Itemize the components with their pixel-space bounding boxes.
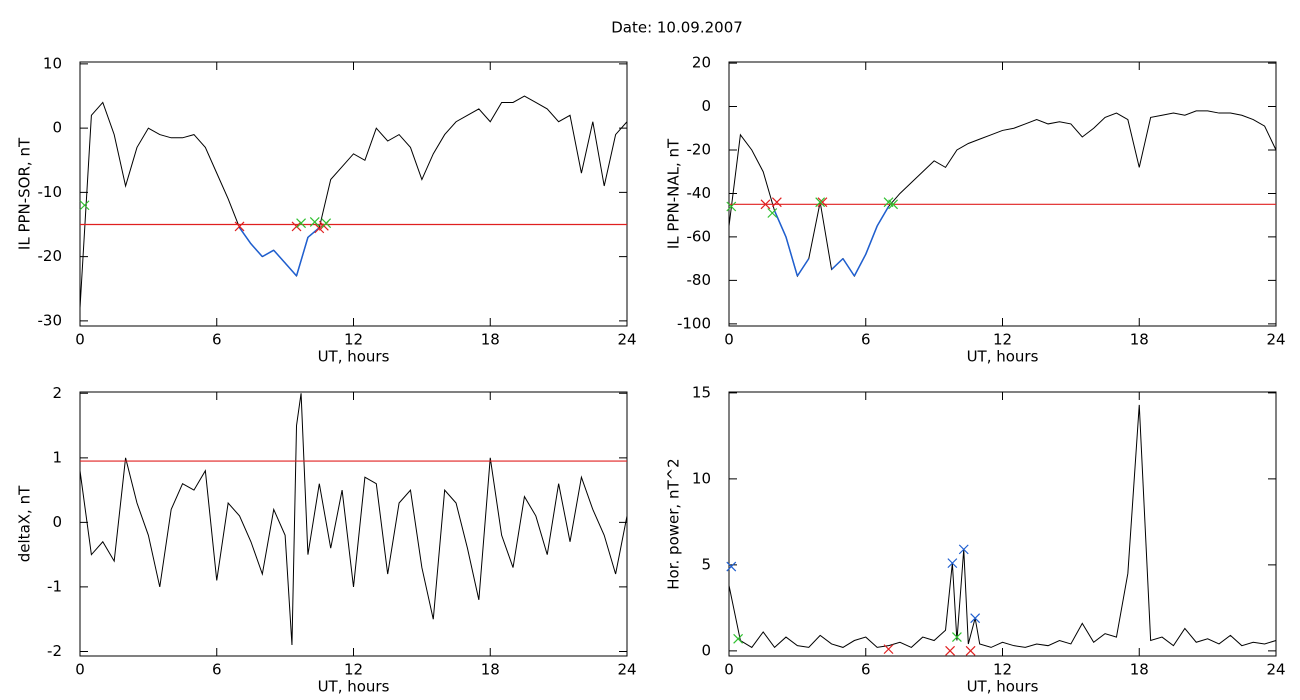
y-axis-label: IL PPN-NAL, nT [665, 138, 683, 249]
marker [726, 201, 737, 212]
highlight-segment [261, 249, 275, 258]
highlight-segment [238, 227, 252, 245]
marker [958, 544, 969, 555]
plot-frame [728, 61, 1277, 327]
y-tick-label: -20 [38, 247, 63, 265]
highlight-segment [773, 210, 787, 238]
highlight-segment [842, 258, 855, 277]
highlight-segment [284, 262, 298, 277]
x-tick-label: 24 [617, 661, 636, 679]
marker [234, 221, 245, 232]
marker [815, 197, 826, 208]
y-tick-label: 5 [701, 555, 711, 573]
y-tick-label: 0 [701, 641, 711, 659]
x-tick-label: 24 [617, 331, 636, 349]
marker [321, 218, 332, 229]
x-axis-label: UT, hours [318, 678, 390, 696]
highlight-segment [250, 243, 263, 258]
marker [733, 633, 744, 644]
y-tick-label: 10 [43, 54, 62, 72]
x-tick-label: 24 [1266, 661, 1285, 679]
marker [291, 221, 302, 232]
x-tick-label: 0 [75, 331, 85, 349]
x-tick-label: 0 [724, 331, 734, 349]
y-tick-label: 1 [52, 448, 62, 466]
highlight-segment [295, 237, 309, 277]
plot-frame [79, 391, 628, 657]
marker [970, 613, 981, 624]
x-tick-label: 18 [1130, 331, 1149, 349]
y-tick-label: -20 [687, 141, 712, 159]
marker [296, 218, 307, 229]
figure-title: Date: 10.09.2007 [611, 19, 743, 37]
marker [883, 644, 894, 655]
x-axis-label: UT, hours [318, 348, 390, 366]
y-tick-label: -40 [687, 184, 712, 202]
x-axis-label: UT, hours [967, 348, 1039, 366]
y-tick-label: 15 [692, 383, 711, 401]
x-tick-label: 18 [481, 331, 500, 349]
x-tick-label: 12 [344, 661, 363, 679]
y-tick-label: 2 [52, 384, 62, 402]
marker [965, 645, 976, 656]
data-line [79, 95, 628, 309]
highlight-segment [796, 258, 810, 277]
y-tick-label: 20 [692, 54, 711, 72]
x-tick-label: 0 [75, 661, 85, 679]
highlight-segment [876, 206, 890, 227]
y-axis-label: IL PPN-SOR, nT [16, 137, 34, 250]
y-tick-label: -10 [38, 183, 63, 201]
x-tick-label: 6 [212, 331, 222, 349]
highlight-segment [853, 253, 867, 277]
marker [767, 208, 778, 218]
marker [726, 561, 737, 572]
marker [760, 199, 771, 210]
highlight-segment [785, 236, 799, 277]
plot-frame [79, 61, 628, 327]
x-tick-label: 6 [212, 661, 222, 679]
x-tick-label: 6 [861, 331, 871, 349]
y-axis-label: deltaX, nT [16, 485, 34, 562]
x-tick-label: 18 [481, 661, 500, 679]
x-tick-label: 12 [993, 661, 1012, 679]
y-tick-label: -30 [38, 311, 63, 329]
marker [947, 558, 958, 569]
plot-frame [728, 391, 1277, 657]
y-tick-label: 10 [692, 469, 711, 487]
x-tick-label: 6 [861, 661, 871, 679]
data-line [79, 393, 628, 646]
y-tick-label: -100 [677, 314, 711, 332]
y-tick-label: -1 [47, 577, 62, 595]
y-tick-label: 0 [52, 119, 62, 137]
data-line [728, 404, 1277, 649]
marker [945, 645, 956, 656]
x-tick-label: 18 [1130, 661, 1149, 679]
x-axis-label: UT, hours [967, 678, 1039, 696]
y-tick-label: -60 [687, 227, 712, 245]
data-line [728, 110, 1277, 278]
x-tick-label: 12 [344, 331, 363, 349]
y-tick-label: 0 [701, 97, 711, 115]
y-tick-label: 0 [52, 513, 62, 531]
y-tick-label: -80 [687, 271, 712, 289]
highlight-segment [273, 249, 286, 264]
highlight-segment [831, 258, 844, 271]
x-tick-label: 0 [724, 661, 734, 679]
marker [79, 200, 90, 211]
marker [314, 223, 325, 234]
highlight-segment [865, 225, 878, 255]
y-axis-label: Hor. power, nT^2 [665, 458, 683, 589]
x-tick-label: 24 [1266, 331, 1285, 349]
x-tick-label: 12 [993, 331, 1012, 349]
highlight-segment [307, 227, 320, 238]
marker [771, 197, 782, 208]
marker [888, 199, 899, 210]
marker [309, 217, 320, 227]
marker [817, 197, 828, 208]
y-tick-label: -2 [47, 642, 62, 660]
marker [951, 632, 962, 643]
